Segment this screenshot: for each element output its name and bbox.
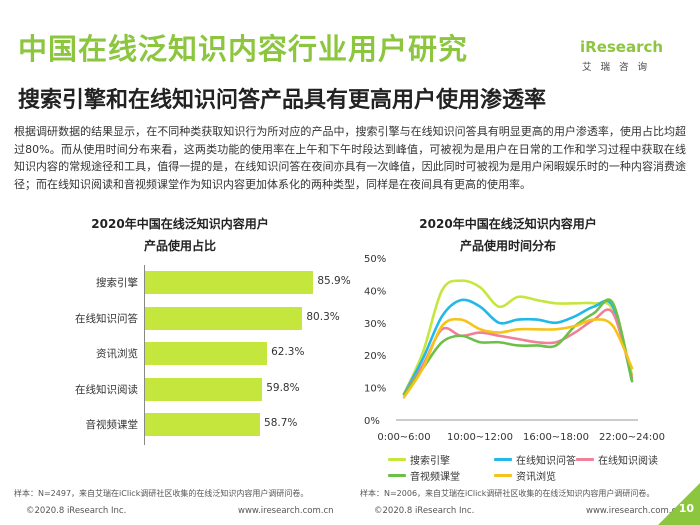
- legend-swatch: [388, 458, 406, 461]
- series-line-0: [402, 279, 634, 396]
- y-tick-label: 20%: [364, 351, 386, 362]
- series-line-3: [402, 298, 634, 396]
- y-tick-label: 0%: [364, 416, 380, 427]
- legend-item: 在线知识阅读: [576, 452, 658, 467]
- bar-chart-axis: [144, 265, 145, 445]
- bar-category-label: 资讯浏览: [96, 348, 138, 360]
- legend-swatch: [576, 458, 594, 461]
- legend-item: 搜索引擎: [388, 452, 450, 467]
- bar-category-label: 音视频课堂: [85, 419, 139, 431]
- bar: [145, 377, 263, 401]
- footer-copyright-right: ©2020.8 iResearch Inc.: [374, 506, 475, 516]
- y-tick-label: 50%: [364, 254, 386, 265]
- bar-value-label: 62.3%: [271, 346, 305, 358]
- bar: [145, 413, 261, 436]
- legend-label: 资讯浏览: [516, 472, 556, 483]
- legend-item: 在线知识问答: [494, 452, 576, 467]
- series-line-2: [402, 308, 634, 396]
- line-chart-title-line1: 2020年中国在线泛知识内容用户: [419, 217, 597, 231]
- legend-item: 资讯浏览: [494, 468, 556, 483]
- bar-chart-title-line2: 产品使用占比: [143, 239, 216, 253]
- legend-label: 在线知识问答: [516, 456, 576, 467]
- bar-chart-source: 样本：N=2497，来自艾瑞在iClick调研社区收集的在线泛知识内容用户调研问…: [14, 489, 309, 498]
- page-subtitle: 搜索引擎和在线知识问答产品具有更高用户使用渗透率: [18, 88, 547, 113]
- bar-category-label: 在线知识阅读: [75, 383, 138, 396]
- bar-value-label: 80.3%: [306, 310, 340, 323]
- footer-url-left: www.iresearch.com.cn: [238, 506, 334, 516]
- legend-swatch: [494, 458, 512, 461]
- legend-label: 音视频课堂: [410, 472, 460, 483]
- logo-subtext: 艾瑞咨询: [582, 62, 657, 73]
- bar-category-label: 在线知识问答: [75, 312, 138, 325]
- bar: [145, 342, 268, 365]
- series-line-1: [402, 298, 634, 396]
- bar-value-label: 58.7%: [264, 417, 298, 429]
- x-tick-label: 0:00~6:00: [377, 432, 430, 443]
- y-tick-label: 30%: [364, 319, 386, 330]
- bar-value-label: 59.8%: [266, 381, 300, 394]
- page-title: 中国在线泛知识内容行业用户研究: [18, 32, 469, 66]
- bar: [145, 306, 303, 330]
- corner-decoration: [658, 483, 700, 525]
- x-tick-label: 16:00~18:00: [523, 432, 589, 443]
- logo-text: iResearch: [580, 38, 664, 56]
- series-line-4: [402, 317, 634, 399]
- bar-category-label: 搜索引擎: [96, 277, 138, 289]
- x-tick-label: 10:00~12:00: [447, 432, 513, 443]
- y-tick-label: 10%: [364, 384, 386, 395]
- legend-label: 在线知识阅读: [598, 456, 658, 467]
- bar: [145, 271, 314, 294]
- legend-label: 搜索引擎: [410, 456, 450, 467]
- iresearch-logo: iResearch 艾瑞咨询: [580, 38, 680, 82]
- footer-copyright-left: ©2020.8 iResearch Inc.: [26, 506, 127, 516]
- y-tick-label: 40%: [364, 286, 386, 297]
- bar-chart-title-line1: 2020年中国在线泛知识内容用户: [91, 217, 269, 231]
- line-chart-source: 样本：N=2006，来自艾瑞在iClick调研社区收集的在线泛知识内容用户调研问…: [360, 489, 655, 498]
- footer-url-right: www.iresearch.com.cn: [586, 506, 682, 516]
- legend-swatch: [388, 474, 406, 477]
- legend-item: 音视频课堂: [388, 468, 460, 483]
- line-chart-title-line2: 产品使用时间分布: [459, 239, 556, 253]
- legend-swatch: [494, 474, 512, 477]
- bar-value-label: 85.9%: [317, 275, 351, 287]
- description-paragraph: 根据调研数据的结果显示，在不同种类获取知识行为所对应的产品中，搜索引擎与在线知识…: [14, 125, 686, 191]
- x-tick-label: 22:00~24:00: [599, 432, 665, 443]
- page-number: 10: [678, 502, 694, 515]
